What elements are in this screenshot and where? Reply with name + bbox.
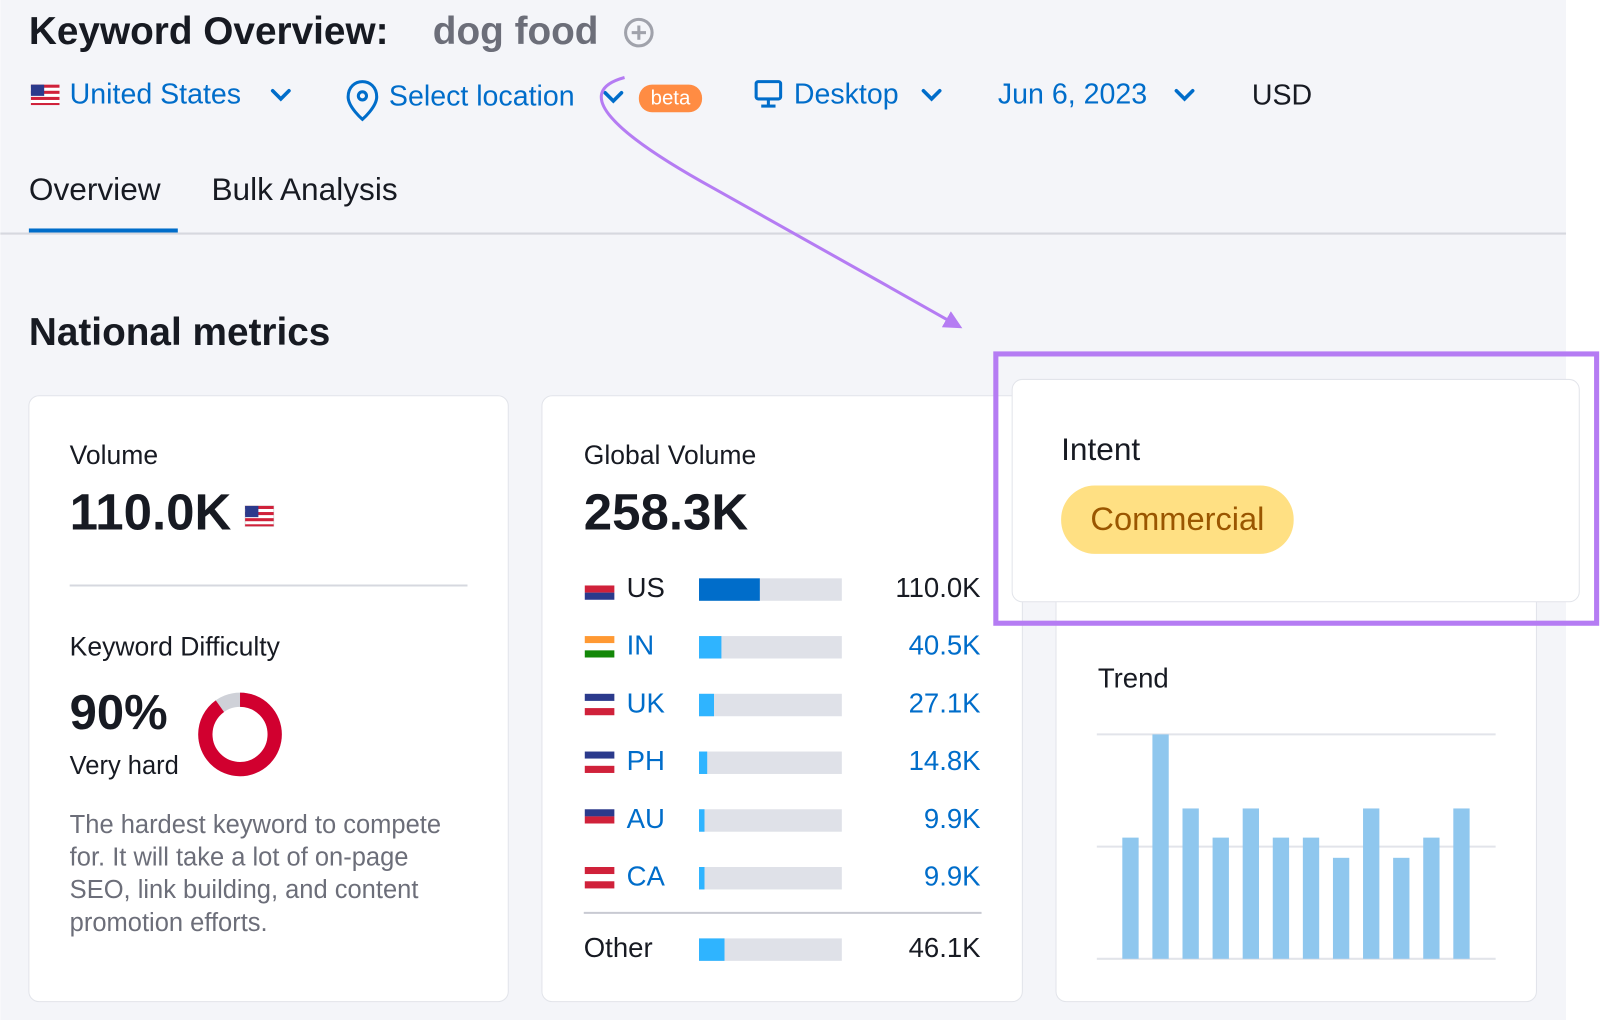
donut-arc xyxy=(198,692,282,777)
volume-bar xyxy=(699,693,715,717)
flag-icon xyxy=(584,765,615,773)
trend-bar xyxy=(1363,808,1380,959)
page-title: Keyword Overview: xyxy=(29,10,389,53)
bar-track xyxy=(699,751,842,774)
device-filter[interactable]: Desktop xyxy=(794,78,899,110)
difficulty-description: promotion efforts. xyxy=(70,909,268,937)
volume-value: 110.0K xyxy=(70,484,232,541)
country-code: Other xyxy=(584,932,653,963)
flag-icon xyxy=(584,592,615,600)
flag-icon xyxy=(584,751,615,759)
country-volume: 40.5K xyxy=(909,630,982,661)
annotation-arrow xyxy=(599,76,963,329)
country-code: US xyxy=(627,572,665,603)
trend-bar xyxy=(1332,857,1350,959)
country-volume: 9.9K xyxy=(924,861,981,892)
flag-icon xyxy=(584,867,615,875)
bar-track xyxy=(699,636,842,659)
flag-icon xyxy=(584,823,615,831)
volume-bar xyxy=(699,751,708,774)
country-code: AU xyxy=(627,803,665,834)
bar-track xyxy=(699,938,842,961)
country-filter[interactable]: United States xyxy=(70,78,241,110)
country-volume: 46.1K xyxy=(909,932,982,963)
trend-bar xyxy=(1212,837,1229,959)
trend-label: Trend xyxy=(1098,663,1169,694)
flag-icon xyxy=(584,700,615,709)
difficulty-description: SEO, link building, and content xyxy=(70,876,419,904)
section-title: National metrics xyxy=(29,311,331,354)
chevrons xyxy=(270,88,1195,104)
beta-badge xyxy=(638,84,703,113)
flag-icon xyxy=(584,643,615,651)
date-filter[interactable]: Jun 6, 2023 xyxy=(998,78,1147,110)
country-volume: 14.8K xyxy=(909,745,982,776)
bar-track xyxy=(699,867,842,890)
intent-value: Commercial xyxy=(1090,500,1264,537)
global-volume-label: Global Volume xyxy=(584,440,756,470)
trend-bar xyxy=(1242,808,1259,959)
trend-bar xyxy=(1152,734,1169,959)
location-filter[interactable]: Select location xyxy=(389,80,575,112)
flag-icon xyxy=(584,758,615,766)
volume-bar xyxy=(699,867,705,890)
beta-text: beta xyxy=(651,87,691,109)
trend-bar xyxy=(1272,837,1290,959)
us-flag-icon xyxy=(244,505,275,527)
flag-icon xyxy=(584,578,615,586)
volume-bar xyxy=(699,938,725,961)
flag-icon xyxy=(584,693,615,701)
trend-bar xyxy=(1182,808,1199,959)
country-code: CA xyxy=(627,861,666,892)
flag-icon xyxy=(584,816,615,824)
volume-bar xyxy=(699,578,760,601)
country-volume: 9.9K xyxy=(924,803,981,834)
country-code: PH xyxy=(627,745,665,776)
trend-chart xyxy=(1096,733,1496,960)
pin-icon xyxy=(346,80,379,122)
add-icon[interactable] xyxy=(624,17,654,48)
intent-label: Intent xyxy=(1061,431,1140,467)
intent-pill xyxy=(1061,485,1294,554)
monitor-icon xyxy=(754,80,783,108)
trend-bar xyxy=(1453,808,1470,959)
bar-track xyxy=(699,809,842,832)
flag-icon xyxy=(584,874,615,882)
country-code: UK xyxy=(627,687,666,718)
tab[interactable]: Overview xyxy=(29,171,161,207)
difficulty-description: The hardest keyword to compete xyxy=(70,811,441,839)
volume-bar xyxy=(699,809,705,832)
flag-icon xyxy=(584,636,615,644)
trend-bar xyxy=(1423,837,1440,959)
flag-icon xyxy=(584,881,615,889)
pin-dot xyxy=(356,90,369,102)
volume-label: Volume xyxy=(70,440,158,470)
keyword[interactable]: dog food xyxy=(433,10,599,53)
global-volume-value: 258.3K xyxy=(584,484,749,541)
bar-track xyxy=(699,693,842,717)
us-flag-icon xyxy=(30,84,60,106)
highlight-box xyxy=(993,351,1600,626)
flag-icon xyxy=(584,708,615,716)
tab[interactable]: Bulk Analysis xyxy=(211,171,397,207)
difficulty-value: 90% xyxy=(70,686,168,740)
trend-bar xyxy=(1302,837,1320,959)
flag-icon xyxy=(584,809,615,817)
flag-icon xyxy=(584,650,615,658)
currency: USD xyxy=(1252,79,1312,111)
volume-card xyxy=(28,395,509,1003)
tab-underline xyxy=(28,228,178,234)
country-volume: 110.0K xyxy=(895,572,981,603)
country-volume: 27.1K xyxy=(909,687,982,718)
volume-bar xyxy=(699,636,722,659)
difficulty-description: for. It will take a lot of on-page xyxy=(70,844,409,872)
difficulty-label: Keyword Difficulty xyxy=(70,632,281,662)
difficulty-level: Very hard xyxy=(70,752,179,780)
trend-bar xyxy=(1122,837,1139,959)
trend-bar xyxy=(1393,857,1410,959)
country-code: IN xyxy=(627,630,655,661)
flag-icon xyxy=(584,585,615,593)
